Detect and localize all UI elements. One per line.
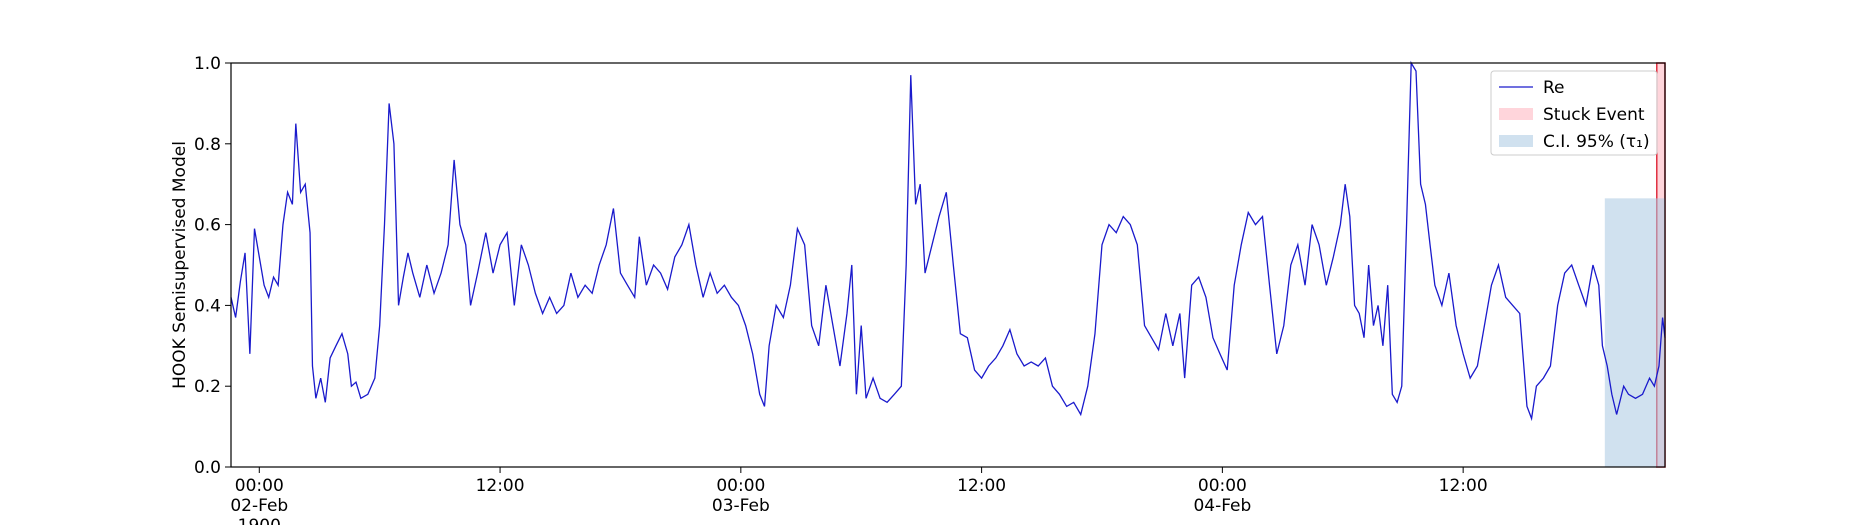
legend-label: Stuck Event [1543,105,1645,125]
x-tick-label: 12:00 [957,476,1006,496]
legend-swatch [1499,108,1533,120]
x-tick-label: 00:00 04-Feb [1193,476,1251,516]
x-tick-label: 12:00 [476,476,525,496]
plot-frame [230,62,1666,468]
y-tick-label: 0.0 [194,458,221,478]
legend: Re Stuck Event C.I. 95% (τ₁) [1490,70,1658,156]
legend-swatch [1499,135,1533,147]
legend-label: Re [1543,78,1565,98]
y-tick-label: 0.6 [194,216,221,236]
y-tick-label: 1.0 [194,54,221,74]
legend-frame [1490,70,1658,156]
line [230,60,1666,422]
span [1604,198,1665,467]
legend-label: C.I. 95% (τ₁) [1543,132,1650,152]
y-tick-label: 0.4 [194,296,221,316]
y-axis-label: HOOK Semisupervised Model [170,141,190,389]
x-tick-label: 00:00 03-Feb [712,476,770,516]
y-tick-label: 0.8 [194,135,221,155]
x-tick-label: 12:00 [1439,476,1488,496]
y-tick-label: 0.2 [194,377,221,397]
